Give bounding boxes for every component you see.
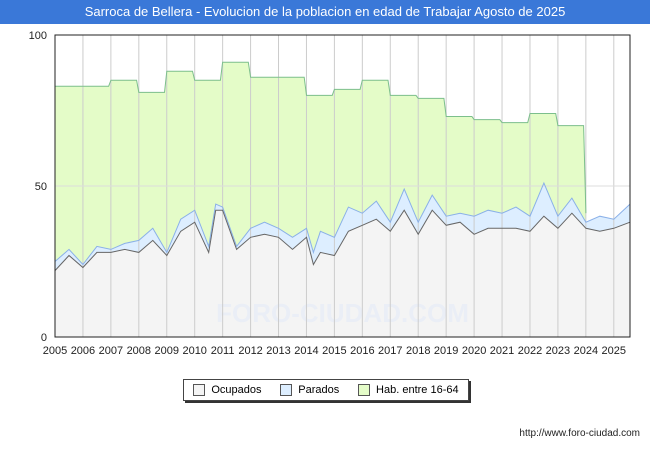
line-hab-entre-16-64	[55, 61, 587, 214]
x-tick-label: 2012	[238, 345, 262, 357]
x-tick-label: 2010	[182, 345, 206, 357]
legend-swatch-ocupados	[193, 384, 206, 396]
legend-item-ocupados: Ocupados	[193, 384, 262, 396]
legend-swatch-hab	[358, 384, 371, 396]
x-tick-label: 2018	[406, 345, 430, 357]
x-tick-label: 2021	[490, 345, 514, 357]
legend-swatch-parados	[280, 384, 293, 396]
x-tick-label: 2022	[518, 345, 542, 357]
y-tick-label: 50	[35, 181, 47, 193]
x-tick-label: 2019	[434, 345, 458, 357]
x-tick-label: 2020	[462, 345, 486, 357]
x-tick-label: 2009	[155, 345, 179, 357]
x-tick-label: 2017	[378, 345, 402, 357]
line-parados	[54, 181, 631, 266]
legend-item-hab: Hab. entre 16-64	[358, 384, 459, 396]
plot-border	[54, 34, 631, 338]
legend-label: Parados	[298, 384, 340, 396]
x-tick-label: 2008	[127, 345, 151, 357]
x-tick-label: 2015	[322, 345, 346, 357]
x-tick-label: 2014	[294, 345, 318, 357]
x-tick-label: 2023	[546, 345, 570, 357]
chart-title: Sarroca de Bellera - Evolucion de la pob…	[0, 0, 650, 24]
legend-label: Ocupados	[211, 384, 262, 396]
watermark: FORO-CIUDAD.COM	[216, 298, 469, 328]
line-ocupados	[54, 209, 631, 271]
x-tick-label: 2005	[43, 345, 67, 357]
area-ocupados	[55, 210, 630, 337]
x-tick-label: 2013	[266, 345, 290, 357]
x-tick-label: 2007	[99, 345, 123, 357]
x-tick-label: 2011	[211, 345, 235, 357]
x-tick-label: 2016	[350, 345, 374, 357]
x-tick-label: 2024	[574, 345, 598, 357]
source-url[interactable]: http://www.foro-ciudad.com	[519, 428, 640, 439]
legend: Ocupados Parados Hab. entre 16-64	[183, 379, 469, 401]
y-tick-label: 0	[41, 332, 47, 344]
x-tick-label: 2006	[71, 345, 95, 357]
legend-item-parados: Parados	[280, 384, 339, 396]
legend-label: Hab. entre 16-64	[376, 384, 459, 396]
y-tick-label: 100	[29, 30, 47, 42]
x-tick-label: 2025	[602, 345, 626, 357]
